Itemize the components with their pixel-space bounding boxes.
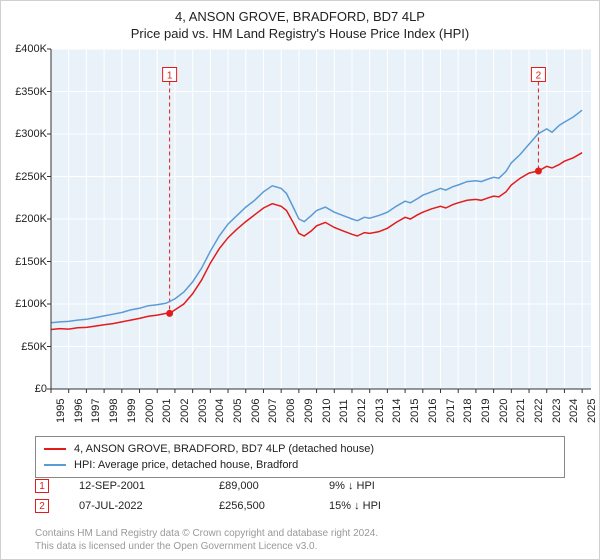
chart-svg: 12 [51,49,591,389]
x-tick-label: 2022 [533,399,545,423]
chart-title: 4, ANSON GROVE, BRADFORD, BD7 4LP [1,9,599,24]
legend-item: 4, ANSON GROVE, BRADFORD, BD7 4LP (detac… [44,441,556,457]
x-tick-label: 2011 [338,399,350,423]
legend-item: HPI: Average price, detached house, Brad… [44,457,556,473]
x-tick-label: 2000 [144,399,156,423]
transaction-row: 1 12-SEP-2001£89,0009% ↓ HPI [35,479,565,493]
x-tick-label: 2024 [568,399,580,423]
x-tick-label: 2010 [321,399,333,423]
legend-label: HPI: Average price, detached house, Brad… [74,459,298,471]
x-tick-label: 2023 [551,399,563,423]
legend: 4, ANSON GROVE, BRADFORD, BD7 4LP (detac… [35,436,565,478]
title-block: 4, ANSON GROVE, BRADFORD, BD7 4LP Price … [1,1,599,45]
x-tick-label: 2016 [427,399,439,423]
x-tick-label: 1997 [90,399,102,423]
x-tick-label: 2021 [515,399,527,423]
x-tick-label: 1999 [126,399,138,423]
marker-index-box: 1 [35,479,49,493]
transaction-date: 07-JUL-2022 [79,500,219,512]
legend-swatch [44,448,66,450]
x-tick-label: 2003 [197,399,209,423]
x-tick-label: 2018 [462,399,474,423]
svg-text:1: 1 [167,71,173,82]
y-tick-label: £200K [15,213,47,225]
x-tick-label: 2025 [586,399,598,423]
x-tick-label: 2008 [285,399,297,423]
x-tick-label: 2020 [498,399,510,423]
transaction-diff: 15% ↓ HPI [329,500,449,512]
y-tick-label: £250K [15,171,47,183]
footer-line: Contains HM Land Registry data © Crown c… [35,527,378,540]
plot-area: 12 [51,49,591,389]
x-tick-label: 2007 [267,399,279,423]
chart-subtitle: Price paid vs. HM Land Registry's House … [1,26,599,41]
x-tick-label: 2009 [303,399,315,423]
y-tick-label: £300K [15,128,47,140]
chart-container: 4, ANSON GROVE, BRADFORD, BD7 4LP Price … [0,0,600,560]
x-tick-label: 1996 [73,399,85,423]
y-tick-label: £50K [21,341,47,353]
footer-line: This data is licensed under the Open Gov… [35,540,378,553]
x-tick-label: 2013 [374,399,386,423]
y-tick-label: £150K [15,256,47,268]
transaction-price: £89,000 [219,480,329,492]
x-tick-label: 2004 [214,399,226,423]
x-tick-label: 2015 [409,399,421,423]
x-tick-label: 1995 [55,399,67,423]
x-tick-label: 2006 [250,399,262,423]
y-tick-label: £400K [15,43,47,55]
x-tick-label: 2002 [179,399,191,423]
footer-note: Contains HM Land Registry data © Crown c… [35,527,378,553]
transaction-row: 2 07-JUL-2022£256,50015% ↓ HPI [35,499,565,513]
transaction-diff: 9% ↓ HPI [329,480,449,492]
y-tick-label: £0 [35,383,47,395]
transaction-price: £256,500 [219,500,329,512]
y-tick-label: £100K [15,298,47,310]
x-tick-label: 2019 [480,399,492,423]
x-tick-label: 2014 [391,399,403,423]
transaction-date: 12-SEP-2001 [79,480,219,492]
svg-text:2: 2 [536,71,542,82]
marker-index-box: 2 [35,499,49,513]
legend-label: 4, ANSON GROVE, BRADFORD, BD7 4LP (detac… [74,443,374,455]
legend-swatch [44,464,66,466]
x-tick-label: 1998 [108,399,120,423]
x-tick-label: 2005 [232,399,244,423]
x-tick-label: 2012 [356,399,368,423]
y-tick-label: £350K [15,86,47,98]
x-tick-label: 2001 [161,399,173,423]
x-tick-label: 2017 [445,399,457,423]
